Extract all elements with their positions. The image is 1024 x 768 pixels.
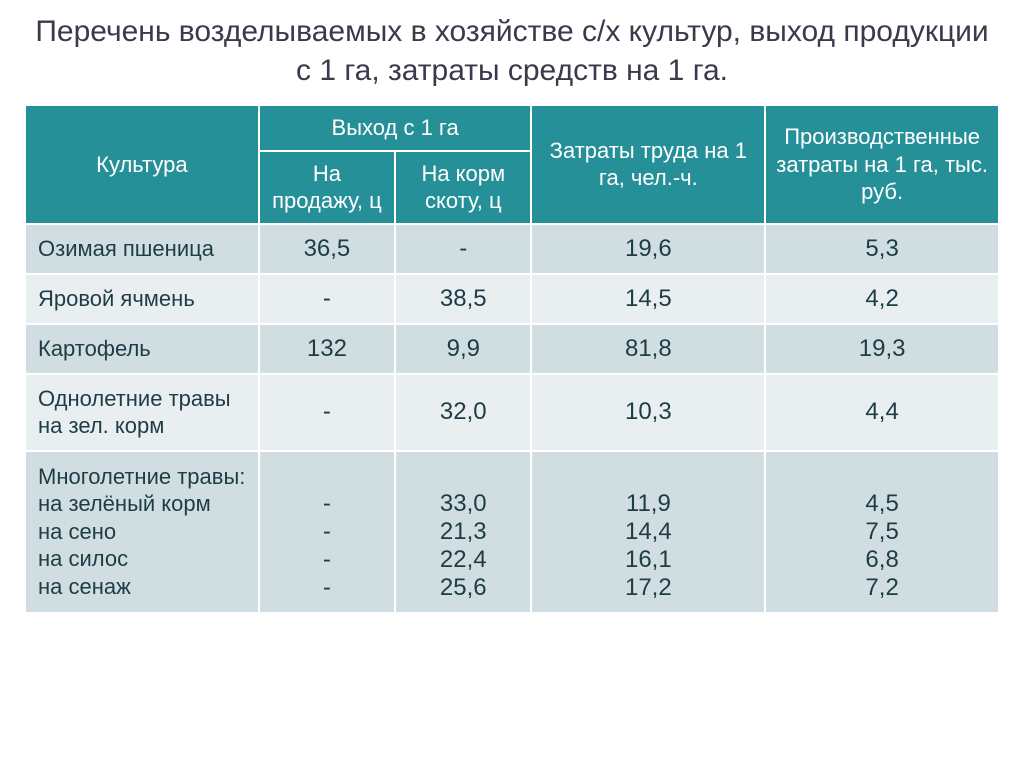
- col-header-yield-sale: На продажу, ц: [259, 151, 395, 224]
- cell-cost: 4,5 7,5 6,8 7,2: [765, 451, 999, 613]
- cell-cost: 4,4: [765, 374, 999, 451]
- table-row: Картофель 132 9,9 81,8 19,3: [25, 324, 999, 374]
- cell-labor: 11,9 14,4 16,1 17,2: [531, 451, 765, 613]
- cell-culture: Многолетние травы: на зелёный корм на се…: [25, 451, 259, 613]
- cell-sale: 36,5: [259, 224, 395, 274]
- cell-cost: 19,3: [765, 324, 999, 374]
- col-header-yield-group: Выход с 1 га: [259, 105, 532, 151]
- cell-sale: 132: [259, 324, 395, 374]
- table-row: Озимая пшеница 36,5 - 19,6 5,3: [25, 224, 999, 274]
- cell-feed: 32,0: [395, 374, 531, 451]
- cell-labor: 10,3: [531, 374, 765, 451]
- col-header-cost: Производственные затраты на 1 га, тыс. р…: [765, 105, 999, 224]
- cell-sale: -: [259, 374, 395, 451]
- cell-sale: -: [259, 274, 395, 324]
- cell-labor: 19,6: [531, 224, 765, 274]
- cell-labor: 81,8: [531, 324, 765, 374]
- cell-feed: -: [395, 224, 531, 274]
- cell-culture: Яровой ячмень: [25, 274, 259, 324]
- col-header-labor: Затраты труда на 1 га, чел.-ч.: [531, 105, 765, 224]
- cell-culture: Картофель: [25, 324, 259, 374]
- cell-feed: 38,5: [395, 274, 531, 324]
- cell-cost: 4,2: [765, 274, 999, 324]
- cell-feed: 33,0 21,3 22,4 25,6: [395, 451, 531, 613]
- col-header-yield-feed: На корм скоту, ц: [395, 151, 531, 224]
- cell-feed: 9,9: [395, 324, 531, 374]
- table-row: Многолетние травы: на зелёный корм на се…: [25, 451, 999, 613]
- table-row: Однолетние травы на зел. корм - 32,0 10,…: [25, 374, 999, 451]
- cell-culture: Озимая пшеница: [25, 224, 259, 274]
- page-title: Перечень возделываемых в хозяйстве с/х к…: [24, 12, 1000, 90]
- col-header-culture: Культура: [25, 105, 259, 224]
- cell-culture: Однолетние травы на зел. корм: [25, 374, 259, 451]
- cell-labor: 14,5: [531, 274, 765, 324]
- cell-cost: 5,3: [765, 224, 999, 274]
- cell-sale: - - - -: [259, 451, 395, 613]
- crops-table: Культура Выход с 1 га Затраты труда на 1…: [24, 104, 1000, 614]
- table-row: Яровой ячмень - 38,5 14,5 4,2: [25, 274, 999, 324]
